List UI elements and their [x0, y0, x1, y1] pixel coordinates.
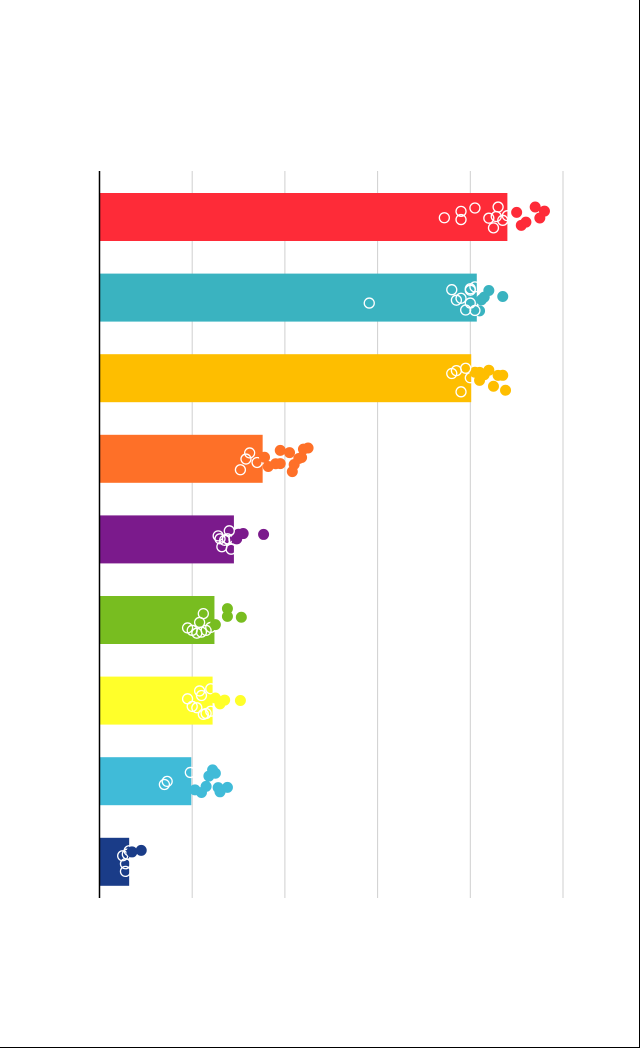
data-point — [284, 447, 296, 459]
data-point — [497, 291, 509, 303]
data-point — [455, 292, 467, 304]
data-point — [258, 528, 270, 540]
data-point — [135, 844, 147, 856]
data-point — [286, 466, 298, 478]
bar — [99, 757, 192, 806]
data-point — [363, 297, 375, 309]
data-point — [234, 694, 246, 706]
bars — [99, 193, 508, 886]
data-point — [161, 775, 173, 788]
data-point — [240, 453, 252, 465]
data-point — [119, 865, 132, 878]
data-point — [205, 705, 217, 717]
bar — [99, 515, 234, 564]
data-point — [193, 685, 206, 697]
data-point — [235, 611, 247, 623]
data-point — [487, 380, 499, 392]
data-point — [500, 384, 512, 396]
data-point — [455, 205, 467, 217]
data-point — [184, 766, 196, 779]
data-point — [251, 456, 263, 469]
data-point — [234, 464, 247, 476]
data-point — [126, 846, 138, 858]
data-point — [474, 366, 486, 378]
data-point — [216, 541, 228, 553]
data-point — [497, 369, 509, 381]
data-point — [214, 533, 226, 545]
data-point — [296, 452, 308, 464]
bar — [99, 434, 263, 483]
bar — [99, 273, 477, 322]
data-point — [455, 213, 467, 226]
data-point — [464, 297, 476, 309]
data-point — [223, 525, 235, 537]
data-point — [197, 708, 209, 721]
data-point — [487, 222, 500, 234]
data-point — [274, 444, 286, 456]
data-point — [469, 202, 481, 214]
data-point — [209, 767, 221, 779]
data-point — [520, 216, 532, 228]
data-point — [259, 451, 271, 463]
data-point — [446, 284, 458, 296]
data-point — [237, 528, 249, 540]
data-point — [464, 283, 476, 295]
data-point — [483, 212, 495, 224]
data-point — [492, 201, 504, 213]
data-point — [197, 607, 209, 620]
bar — [99, 837, 130, 886]
data-point — [191, 702, 203, 714]
data-point — [538, 205, 550, 217]
data-point — [460, 362, 472, 374]
data-point — [274, 458, 286, 470]
data-point — [244, 447, 256, 459]
data-point — [119, 858, 132, 870]
data-point — [158, 778, 171, 791]
data-point — [511, 206, 523, 218]
data-point — [219, 694, 231, 706]
data-point — [214, 786, 226, 798]
data-point — [483, 364, 495, 376]
bar — [99, 354, 472, 403]
data-points — [117, 201, 550, 878]
data-point — [483, 285, 495, 297]
data-point — [438, 212, 450, 224]
bar — [99, 193, 508, 241]
data-point — [209, 619, 221, 631]
data-point — [529, 201, 541, 213]
data-point — [475, 294, 487, 306]
data-point — [205, 683, 217, 695]
data-point — [302, 442, 314, 454]
data-point — [200, 780, 212, 792]
data-point — [221, 610, 233, 622]
bar — [99, 676, 213, 725]
data-point — [186, 700, 198, 713]
data-point — [455, 386, 467, 398]
bar — [99, 596, 215, 644]
